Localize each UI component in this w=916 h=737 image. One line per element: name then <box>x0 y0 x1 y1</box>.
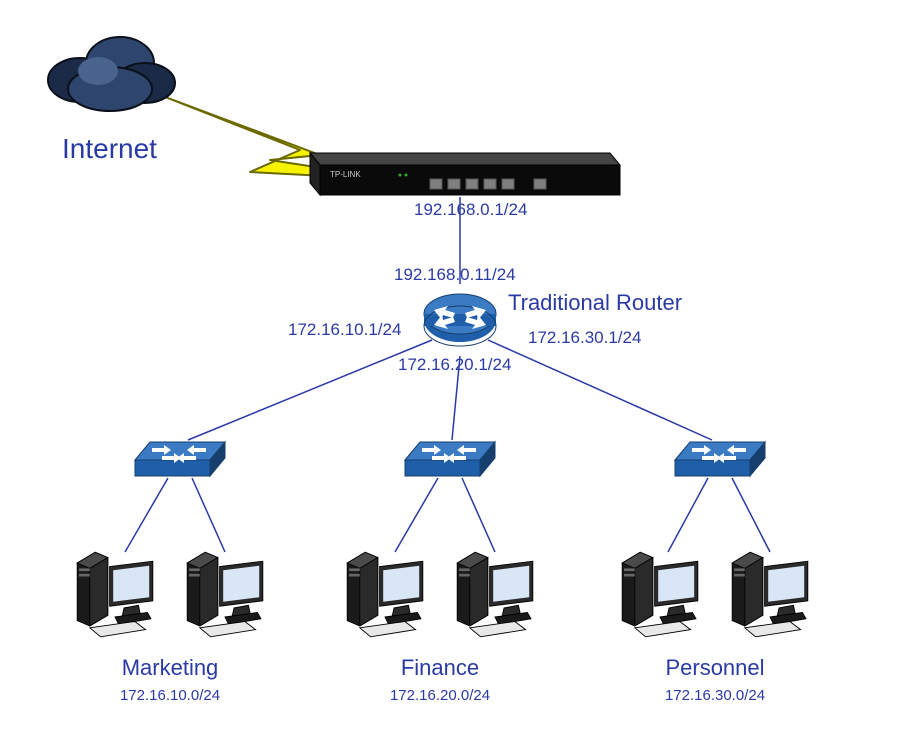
dept-finance-subnet: 172.16.20.0/24 <box>390 687 490 704</box>
dept-personnel-subnet: 172.16.30.0/24 <box>665 687 765 704</box>
cloud-icon <box>48 37 175 111</box>
gateway-ip-label: 192.168.0.1/24 <box>414 200 527 219</box>
switch-icon <box>135 442 225 476</box>
links-layer <box>125 197 770 552</box>
network-link <box>462 478 495 552</box>
network-link <box>732 478 770 552</box>
router-label: Traditional Router <box>508 290 682 315</box>
network-link <box>188 340 432 440</box>
workstation-icon <box>457 552 533 637</box>
workstation-icon <box>347 552 423 637</box>
dept-marketing-subnet: 172.16.10.0/24 <box>120 687 220 704</box>
router-wan-ip-label: 192.168.0.11/24 <box>394 265 516 284</box>
dept-finance-label: Finance <box>401 655 479 680</box>
workstation-icon <box>732 552 808 637</box>
network-link <box>192 478 225 552</box>
router-lan2-ip-label: 172.16.20.1/24 <box>398 355 511 374</box>
router-icon <box>424 294 496 346</box>
gateway-device-icon <box>310 153 620 195</box>
switch-icon <box>405 442 495 476</box>
network-link <box>395 478 438 552</box>
workstation-icon <box>187 552 263 637</box>
dept-marketing-label: Marketing <box>122 655 219 680</box>
dept-personnel-label: Personnel <box>665 655 764 680</box>
switch-icon <box>675 442 765 476</box>
workstation-icon <box>77 552 153 637</box>
router-lan1-ip-label: 172.16.10.1/24 <box>288 320 401 339</box>
workstation-icon <box>622 552 698 637</box>
router-lan3-ip-label: 172.16.30.1/24 <box>528 328 641 347</box>
network-link <box>125 478 168 552</box>
network-link <box>668 478 708 552</box>
internet-label: Internet <box>62 133 157 164</box>
network-link <box>488 340 712 440</box>
